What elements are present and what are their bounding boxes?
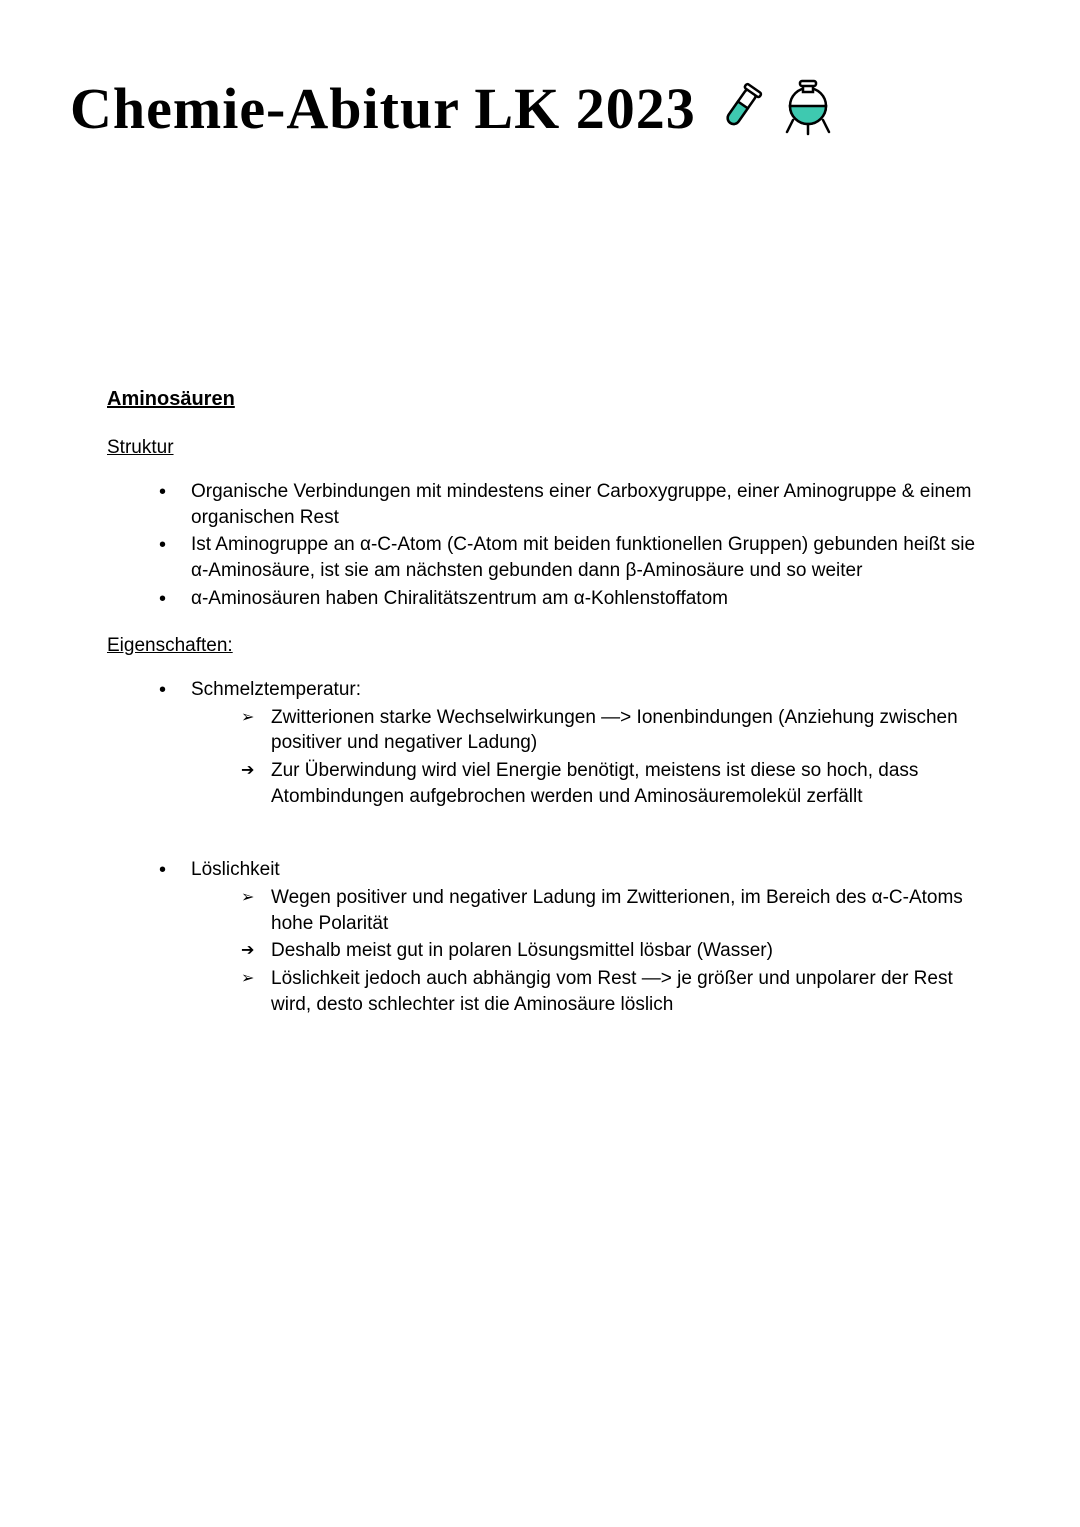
group-label: Löslichkeit — [191, 859, 280, 880]
flask-icon — [777, 78, 839, 140]
page-title: Chemie-Abitur LK 2023 — [70, 75, 696, 142]
header-icons — [711, 78, 839, 140]
list-item: Organische Verbindungen mit mindestens e… — [159, 479, 977, 530]
sublist-item: Zwitterionen starke Wechselwirkungen —> … — [241, 705, 977, 756]
eigenschaften-list: Schmelztemperatur: Zwitterionen starke W… — [159, 677, 977, 809]
section-heading: Aminosäuren — [107, 388, 977, 411]
sublist-item: Zur Überwindung wird viel Energie benöti… — [241, 758, 977, 809]
sublist-item: Deshalb meist gut in polaren Lösungsmitt… — [241, 938, 977, 964]
subsection-eigenschaften-title: Eigenschaften: — [107, 635, 977, 657]
document-content: Aminosäuren Struktur Organische Verbindu… — [107, 388, 977, 1041]
spacer — [107, 833, 977, 857]
struktur-list: Organische Verbindungen mit mindestens e… — [159, 479, 977, 611]
eigenschaften-list-2: Löslichkeit Wegen positiver und negative… — [159, 857, 977, 1017]
group-label: Schmelztemperatur: — [191, 679, 361, 700]
sublist: Zwitterionen starke Wechselwirkungen —> … — [241, 705, 977, 810]
list-item: Ist Aminogruppe an α-C-Atom (C-Atom mit … — [159, 532, 977, 583]
list-item: α-Aminosäuren haben Chiralitätszentrum a… — [159, 586, 977, 612]
list-item: Löslichkeit Wegen positiver und negative… — [159, 857, 977, 1017]
test-tube-icon — [711, 80, 769, 138]
sublist-item: Löslichkeit jedoch auch abhängig vom Res… — [241, 966, 977, 1017]
subsection-struktur-title: Struktur — [107, 437, 977, 459]
list-item: Schmelztemperatur: Zwitterionen starke W… — [159, 677, 977, 809]
document-header: Chemie-Abitur LK 2023 — [70, 75, 839, 142]
sublist-item: Wegen positiver und negativer Ladung im … — [241, 885, 977, 936]
sublist: Wegen positiver und negativer Ladung im … — [241, 885, 977, 1017]
